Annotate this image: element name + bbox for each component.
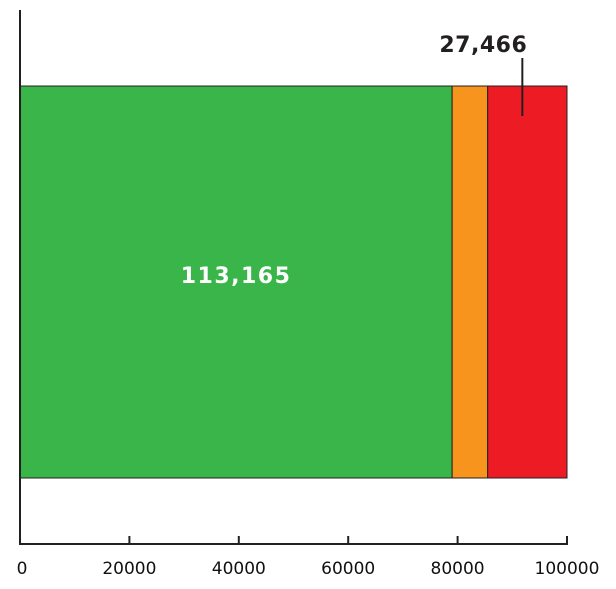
x-tick-label: 20000 [102, 559, 156, 579]
data-labels: 113,165 27,466 [181, 33, 527, 289]
segment-label-3: 27,466 [439, 33, 527, 58]
x-tick-label: 60000 [321, 559, 375, 579]
bar-segment-1 [19, 85, 453, 479]
x-tick-label: 40000 [212, 559, 266, 579]
plot-area [19, 85, 568, 479]
bar-segment-2 [451, 85, 489, 479]
segment-label-1: 113,165 [181, 264, 292, 289]
x-tick-label: 0 [17, 559, 28, 579]
x-tick-label: 80000 [431, 559, 485, 579]
x-axis-ticks: 0 20000 40000 60000 80000 100000 [17, 536, 600, 579]
bar-segment-3 [487, 85, 568, 479]
x-tick-label: 100000 [535, 559, 600, 579]
